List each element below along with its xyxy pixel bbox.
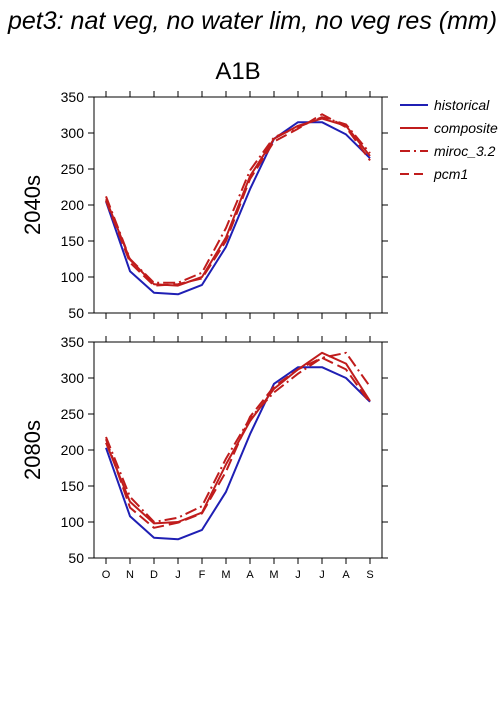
series-line-miroc_3.2: [105, 351, 371, 523]
y-tick-label: 100: [61, 269, 85, 285]
y-tick-label: 150: [61, 233, 85, 249]
x-tick-label: F: [199, 569, 206, 581]
series-line-pcm1: [105, 113, 371, 287]
chart-panel-2080s: 50 100 150 200 250 300 350 O N D J F M A M J J A S 2080s: [20, 334, 388, 581]
panel-label: 2080s: [20, 420, 45, 480]
series-line-historical: [105, 121, 371, 296]
y-tick-label: 200: [61, 197, 85, 213]
x-tick-label: J: [295, 569, 301, 581]
y-tick-label: 250: [61, 161, 85, 177]
x-tick-label: M: [221, 569, 230, 581]
y-tick-label: 200: [61, 442, 85, 458]
x-tick-label: D: [150, 569, 158, 581]
x-tick-label: S: [366, 569, 373, 581]
y-tick-label: 250: [61, 406, 85, 422]
legend-label-miroc_3.2: miroc_3.2: [434, 143, 496, 159]
x-tick-label: J: [319, 569, 325, 581]
x-tick-label: A: [342, 569, 350, 581]
y-tick-label: 150: [61, 478, 85, 494]
y-tick-label: 50: [68, 550, 84, 566]
x-tick-label: M: [269, 569, 278, 581]
series-line-pcm1: [105, 356, 371, 529]
y-tick-label: 300: [61, 370, 85, 386]
y-tick-label: 350: [61, 334, 85, 350]
y-tick-label: 100: [61, 514, 85, 530]
legend-label-historical: historical: [434, 97, 490, 113]
scenario-title: A1B: [215, 58, 260, 85]
series-line-composite: [105, 117, 371, 287]
legend-label-pcm1: pcm1: [433, 166, 468, 182]
x-tick-label: J: [175, 569, 181, 581]
y-tick-label: 350: [61, 89, 85, 105]
y-tick-label: 300: [61, 125, 85, 141]
figure-title: pet3: nat veg, no water lim, no veg res …: [7, 7, 497, 35]
legend-label-composite: composite: [434, 120, 498, 136]
x-tick-label: N: [126, 569, 134, 581]
series-line-composite: [105, 351, 371, 525]
series-line-miroc_3.2: [105, 116, 371, 284]
x-tick-label: A: [246, 569, 254, 581]
y-tick-label: 50: [68, 305, 84, 321]
x-tick-label: O: [102, 569, 111, 581]
chart-panel-2040s: 50 100 150 200 250 300 350 2040s: [20, 89, 388, 321]
series-line-historical: [105, 366, 371, 541]
panels: 50 100 150 200 250 300 350 2040s 50 100 150 200 250 3…: [20, 89, 388, 581]
legend: historical composite miroc_3.2 pcm1: [400, 97, 498, 182]
panel-label: 2040s: [20, 175, 45, 235]
